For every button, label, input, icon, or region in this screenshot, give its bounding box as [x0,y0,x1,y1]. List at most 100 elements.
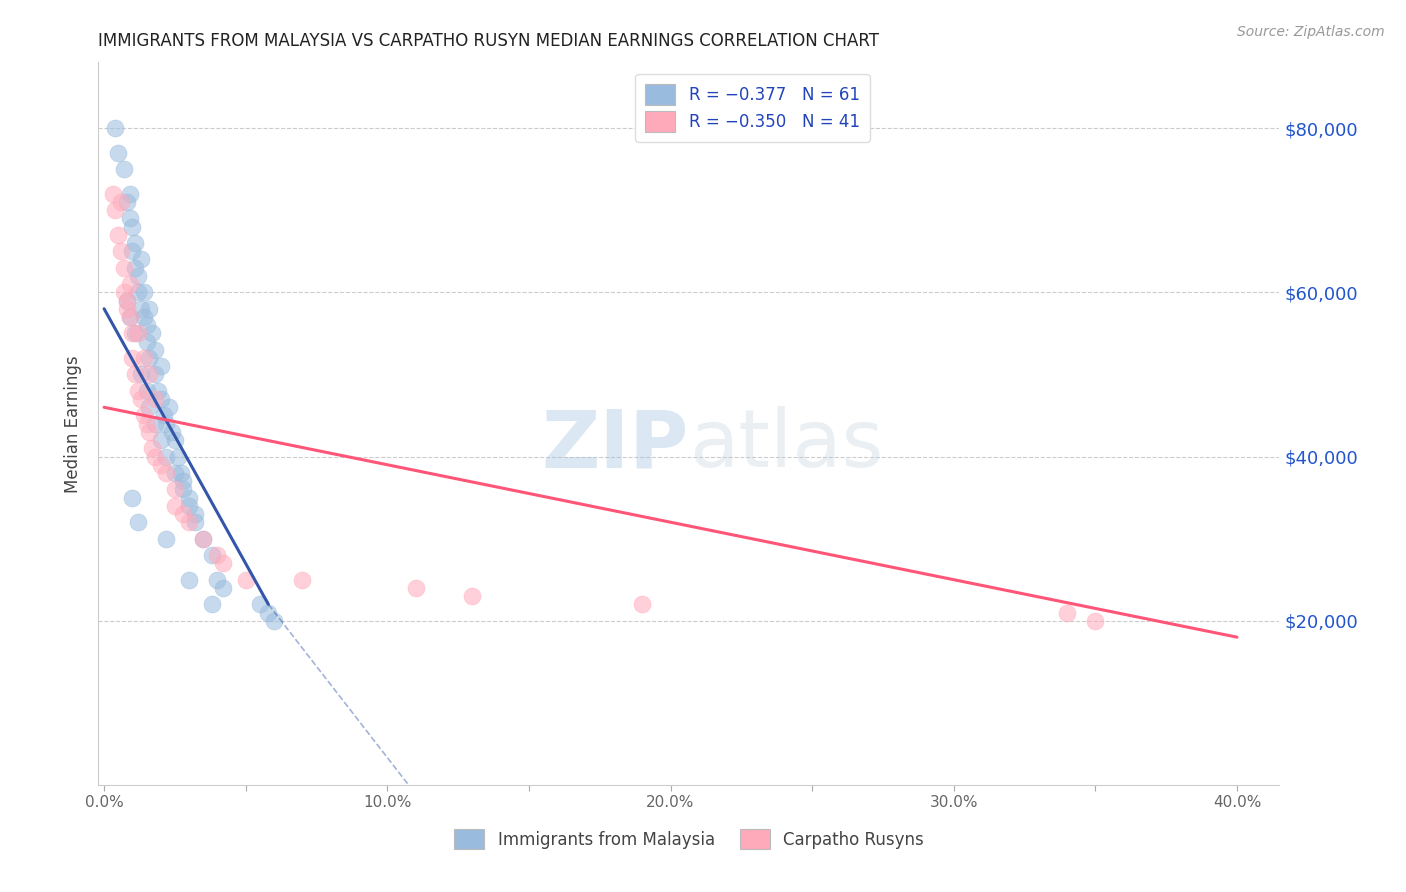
Point [141,442,163,456]
Point [138,425,160,439]
Point [155,417,177,431]
Point [121,351,143,365]
Point [124,235,146,250]
Text: atlas: atlas [689,407,883,484]
Point [124,368,146,382]
Point [118,211,141,226]
Point [149,458,172,472]
Point [149,433,172,447]
Point [201,598,224,612]
Point [207,548,229,562]
Point [149,359,172,374]
Point [138,301,160,316]
Point [183,515,205,529]
Point [177,491,200,505]
Point [121,326,143,341]
Point [118,186,141,201]
Point [118,277,141,292]
Point [193,532,215,546]
Text: IMMIGRANTS FROM MALAYSIA VS CARPATHO RUSYN MEDIAN EARNINGS CORRELATION CHART: IMMIGRANTS FROM MALAYSIA VS CARPATHO RUS… [98,32,879,50]
Point [149,392,172,406]
Point [143,392,166,406]
Point [101,186,124,201]
Point [1084,614,1107,628]
Point [461,589,484,603]
Point [212,581,235,595]
Point [1056,606,1078,620]
Point [129,301,152,316]
Point [193,532,215,546]
Point [132,310,155,324]
Point [143,417,166,431]
Point [163,499,186,513]
Point [163,483,186,497]
Point [201,548,224,562]
Point [138,351,160,365]
Point [212,556,235,570]
Point [152,409,174,423]
Point [118,310,141,324]
Point [249,598,271,612]
Point [121,491,143,505]
Point [405,581,427,595]
Point [135,318,157,333]
Point [107,227,129,242]
Point [127,285,149,300]
Point [631,598,654,612]
Point [166,450,188,464]
Point [177,573,200,587]
Point [169,466,191,480]
Point [143,450,166,464]
Point [135,384,157,398]
Point [143,343,166,357]
Point [141,326,163,341]
Point [257,606,280,620]
Point [155,466,177,480]
Point [132,285,155,300]
Point [177,515,200,529]
Point [143,368,166,382]
Legend: Immigrants from Malaysia, Carpatho Rusyns: Immigrants from Malaysia, Carpatho Rusyn… [447,822,931,856]
Point [127,515,149,529]
Point [172,474,194,488]
Text: Source: ZipAtlas.com: Source: ZipAtlas.com [1237,25,1385,39]
Y-axis label: Median Earnings: Median Earnings [65,355,83,492]
Point [127,326,149,341]
Point [104,121,127,136]
Point [115,293,138,308]
Point [129,368,152,382]
Point [132,409,155,423]
Point [112,260,135,275]
Point [160,425,183,439]
Point [177,499,200,513]
Point [135,417,157,431]
Point [132,351,155,365]
Point [112,162,135,177]
Point [138,368,160,382]
Point [129,252,152,267]
Point [115,194,138,209]
Point [155,450,177,464]
Text: ZIP: ZIP [541,407,689,484]
Point [172,483,194,497]
Point [115,301,138,316]
Point [124,260,146,275]
Point [107,145,129,160]
Point [110,194,132,209]
Point [146,384,169,398]
Point [172,507,194,521]
Point [115,293,138,308]
Point [110,244,132,259]
Point [291,573,314,587]
Point [235,573,257,587]
Point [183,507,205,521]
Point [121,219,143,234]
Point [163,466,186,480]
Point [104,203,127,218]
Point [127,268,149,283]
Point [112,285,135,300]
Point [121,244,143,259]
Point [127,384,149,398]
Point [155,532,177,546]
Point [263,614,285,628]
